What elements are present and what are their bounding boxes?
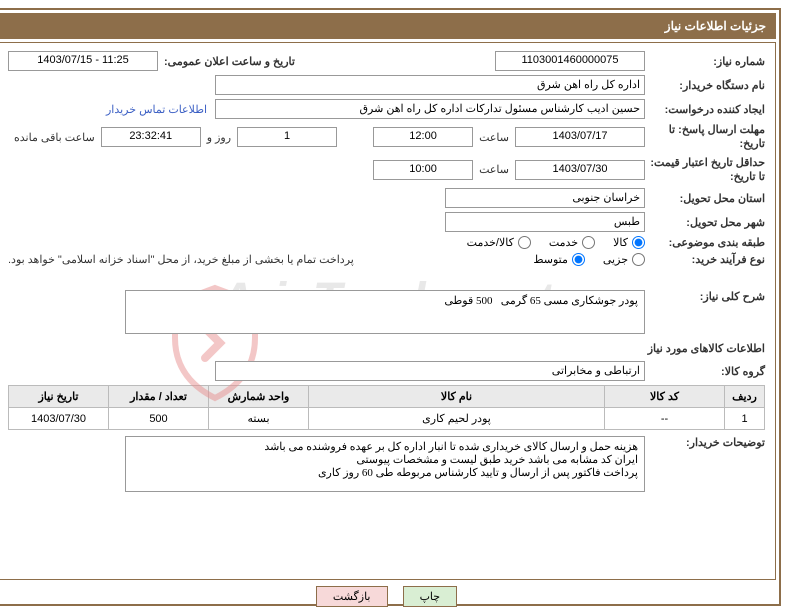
cat-both-radio[interactable]: [518, 236, 531, 249]
proc-medium-radio[interactable]: [572, 253, 585, 266]
need-number-label: شماره نیاز:: [645, 55, 765, 68]
reply-deadline-label: مهلت ارسال پاسخ: تا تاریخ:: [645, 123, 765, 152]
content-area: AriaTender.net شماره نیاز: 1103001460000…: [0, 42, 776, 580]
announce-datetime-value: 1403/07/15 - 11:25: [8, 51, 158, 71]
cat-goods-option[interactable]: کالا: [613, 236, 645, 249]
main-panel: جزئیات اطلاعات نیاز AriaTender.net شماره…: [0, 8, 781, 606]
requester-value: حسین ادیب کارشناس مسئول تدارکات اداره کل…: [215, 99, 645, 119]
validity-hour-value: 10:00: [373, 160, 473, 180]
reply-hour-value: 12:00: [373, 127, 473, 147]
process-radio-group: جزیی متوسط: [533, 253, 645, 266]
buyer-notes-value: هزینه حمل و ارسال کالای خریداری شده تا ا…: [125, 436, 645, 492]
panel-title: جزئیات اطلاعات نیاز: [0, 13, 776, 39]
table-header-row: ردیف کد کالا نام کالا واحد شمارش تعداد /…: [9, 386, 765, 408]
cell-date: 1403/07/30: [9, 408, 109, 430]
price-validity-label: حداقل تاریخ اعتبار قیمت: تا تاریخ:: [645, 156, 765, 185]
col-row: ردیف: [725, 386, 765, 408]
requester-label: ایجاد کننده درخواست:: [645, 103, 765, 116]
overall-desc-textarea[interactable]: [125, 290, 645, 334]
remaining-days-value: 1: [237, 127, 337, 147]
need-number-value: 1103001460000075: [495, 51, 645, 71]
print-button[interactable]: چاپ: [403, 586, 458, 607]
cell-name: پودر لحیم کاری: [309, 408, 605, 430]
validity-date-value: 1403/07/30: [515, 160, 645, 180]
cell-code: --: [605, 408, 725, 430]
category-radio-group: کالا خدمت کالا/خدمت: [467, 236, 645, 249]
province-value: خراسان جنوبی: [445, 188, 645, 208]
button-bar: چاپ بازگشت: [0, 586, 779, 607]
goods-group-label: گروه کالا:: [645, 365, 765, 378]
hour-label-2: ساعت: [479, 163, 509, 176]
overall-desc-label: شرح کلی نیاز:: [645, 290, 765, 303]
items-table: ردیف کد کالا نام کالا واحد شمارش تعداد /…: [8, 385, 765, 430]
proc-partial-radio[interactable]: [632, 253, 645, 266]
buyer-org-label: نام دستگاه خریدار:: [645, 79, 765, 92]
buyer-notes-label: توضیحات خریدار:: [645, 436, 765, 449]
proc-partial-option[interactable]: جزیی: [603, 253, 645, 266]
contact-buyer-link[interactable]: اطلاعات تماس خریدار: [106, 103, 207, 116]
days-and-label: روز و: [207, 131, 231, 144]
remaining-label: ساعت باقی مانده: [14, 131, 95, 144]
col-date: تاریخ نیاز: [9, 386, 109, 408]
category-label: طبقه بندی موضوعی:: [645, 236, 765, 249]
col-code: کد کالا: [605, 386, 725, 408]
items-section-title: اطلاعات کالاهای مورد نیاز: [8, 342, 765, 355]
city-label: شهر محل تحویل:: [645, 216, 765, 229]
table-row: 1 -- پودر لحیم کاری بسته 500 1403/07/30: [9, 408, 765, 430]
goods-group-value: ارتباطی و مخابراتی: [215, 361, 645, 381]
back-button[interactable]: بازگشت: [316, 586, 388, 607]
cell-qty: 500: [109, 408, 209, 430]
city-value: طبس: [445, 212, 645, 232]
announce-datetime-label: تاریخ و ساعت اعلان عمومی:: [164, 55, 295, 68]
province-label: استان محل تحویل:: [645, 192, 765, 205]
cat-service-radio[interactable]: [582, 236, 595, 249]
cell-row: 1: [725, 408, 765, 430]
process-type-label: نوع فرآیند خرید:: [645, 253, 765, 266]
cell-unit: بسته: [209, 408, 309, 430]
proc-medium-option[interactable]: متوسط: [533, 253, 585, 266]
reply-date-value: 1403/07/17: [515, 127, 645, 147]
buyer-org-value: اداره کل راه اهن شرق: [215, 75, 645, 95]
treasury-note: پرداخت تمام یا بخشی از مبلغ خرید، از محل…: [8, 253, 354, 266]
hour-label-1: ساعت: [479, 131, 509, 144]
cat-goods-radio[interactable]: [632, 236, 645, 249]
cat-both-option[interactable]: کالا/خدمت: [467, 236, 531, 249]
cat-service-option[interactable]: خدمت: [549, 236, 595, 249]
remaining-time-value: 23:32:41: [101, 127, 201, 147]
col-name: نام کالا: [309, 386, 605, 408]
